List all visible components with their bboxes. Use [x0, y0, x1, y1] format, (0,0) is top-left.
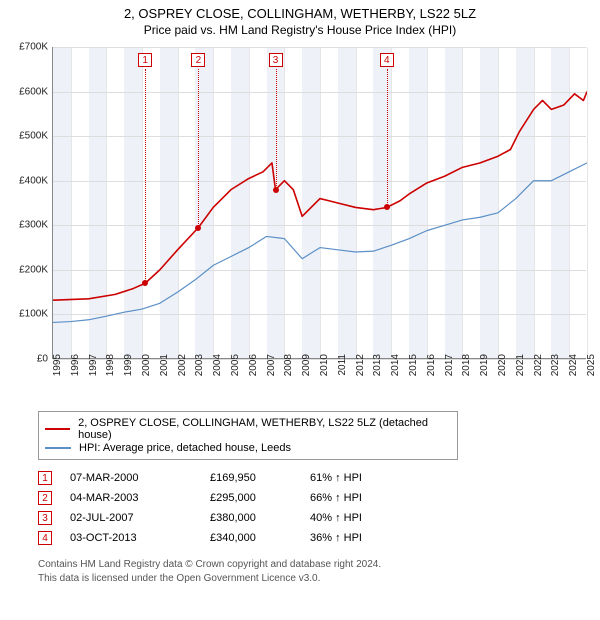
footer: Contains HM Land Registry data © Crown c… [38, 558, 592, 585]
y-tick-label: £200K [8, 264, 48, 275]
footer-text: This data is licensed under the Open Gov… [38, 572, 592, 586]
legend-swatch [45, 428, 70, 430]
y-tick-label: £500K [8, 131, 48, 142]
transaction-date: 07-MAR-2000 [70, 472, 210, 484]
transaction-price: £380,000 [210, 512, 310, 524]
transaction-pct: 36% ↑ HPI [310, 532, 410, 544]
transaction-row: 2 04-MAR-2003£295,00066% ↑ HPI [38, 488, 592, 508]
chart-area: 1 2 3 4 £0 £100K £200K £300K £400K £500K £600K £70… [8, 43, 592, 403]
legend-item: HPI: Average price, detached house, Leed… [45, 442, 451, 454]
transaction-pct: 66% ↑ HPI [310, 492, 410, 504]
transaction-pct: 40% ↑ HPI [310, 512, 410, 524]
legend-label: HPI: Average price, detached house, Leed… [79, 442, 291, 454]
legend-swatch [45, 447, 71, 449]
sale-marker: 1 [138, 53, 152, 67]
plot-area: 1 2 3 4 [52, 47, 586, 359]
y-tick-label: £700K [8, 42, 48, 53]
transaction-index: 4 [38, 531, 52, 545]
chart-title: 2, OSPREY CLOSE, COLLINGHAM, WETHERBY, L… [8, 6, 592, 21]
transaction-date: 04-MAR-2003 [70, 492, 210, 504]
x-tick-label: 2025 [586, 354, 600, 384]
sale-marker: 4 [380, 53, 394, 67]
transaction-date: 03-OCT-2013 [70, 532, 210, 544]
transaction-index: 1 [38, 471, 52, 485]
sale-marker: 2 [191, 53, 205, 67]
y-tick-label: £600K [8, 86, 48, 97]
transaction-date: 02-JUL-2007 [70, 512, 210, 524]
transaction-price: £169,950 [210, 472, 310, 484]
transaction-price: £295,000 [210, 492, 310, 504]
y-tick-label: £400K [8, 175, 48, 186]
chart-subtitle: Price paid vs. HM Land Registry's House … [8, 23, 592, 37]
y-tick-label: £100K [8, 309, 48, 320]
transaction-price: £340,000 [210, 532, 310, 544]
transaction-row: 3 02-JUL-2007£380,00040% ↑ HPI [38, 508, 592, 528]
transaction-index: 2 [38, 491, 52, 505]
sale-marker: 3 [269, 53, 283, 67]
transactions-table: 1 07-MAR-2000£169,95061% ↑ HPI 2 04-MAR-200… [38, 468, 592, 548]
legend-item: 2, OSPREY CLOSE, COLLINGHAM, WETHERBY, L… [45, 417, 451, 441]
transaction-pct: 61% ↑ HPI [310, 472, 410, 484]
legend-label: 2, OSPREY CLOSE, COLLINGHAM, WETHERBY, L… [78, 417, 451, 441]
y-tick-label: £0 [8, 354, 48, 365]
chart-container: 2, OSPREY CLOSE, COLLINGHAM, WETHERBY, L… [0, 0, 600, 593]
transaction-row: 4 03-OCT-2013£340,00036% ↑ HPI [38, 528, 592, 548]
legend: 2, OSPREY CLOSE, COLLINGHAM, WETHERBY, L… [38, 411, 458, 460]
footer-text: Contains HM Land Registry data © Crown c… [38, 558, 592, 572]
transaction-index: 3 [38, 511, 52, 525]
y-tick-label: £300K [8, 220, 48, 231]
transaction-row: 1 07-MAR-2000£169,95061% ↑ HPI [38, 468, 592, 488]
